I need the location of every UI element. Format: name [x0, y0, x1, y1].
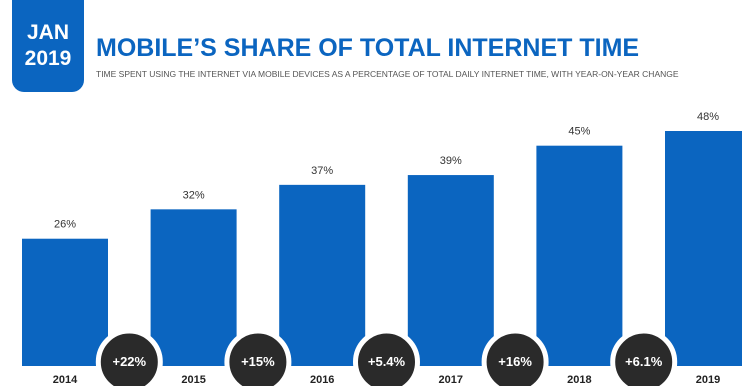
- change-layer: +22% +15% +5.4% +16% +6.1%: [95, 328, 678, 386]
- change-label-2: +15%: [241, 354, 275, 369]
- value-label-2018: 45%: [568, 126, 590, 138]
- change-label-4: +16%: [498, 354, 532, 369]
- year-label-2014: 2014: [53, 374, 78, 386]
- bar-2019: [665, 131, 742, 366]
- change-circle-2: [224, 328, 292, 386]
- date-badge: JAN 2019: [12, 0, 84, 92]
- date-month: JAN: [26, 21, 69, 44]
- year-label-2019: 2019: [696, 374, 720, 386]
- bar-2015: [150, 209, 237, 366]
- change-label-5: +6.1%: [625, 354, 663, 369]
- value-label-2019: 48%: [697, 111, 719, 123]
- change-circle-1: [95, 328, 163, 386]
- change-circle-4: [481, 328, 549, 386]
- labels-layer: 26% 32% 37% 39% 45% 48%: [54, 111, 719, 231]
- value-label-2014: 26%: [54, 219, 76, 231]
- bars-layer: [22, 131, 742, 366]
- change-label-3: +5.4%: [368, 354, 406, 369]
- change-circle-3: [353, 328, 420, 386]
- bar-2017: [407, 175, 494, 366]
- bar-2014: [22, 238, 108, 366]
- value-label-2016: 37%: [311, 165, 333, 177]
- year-label-2016: 2016: [310, 374, 334, 386]
- change-circle-5: [610, 328, 678, 386]
- chart-title: MOBILE’S SHARE OF TOTAL INTERNET TIME: [96, 34, 640, 62]
- value-label-2017: 39%: [440, 155, 462, 167]
- bar-2018: [536, 145, 623, 366]
- bar-2016: [279, 184, 366, 366]
- chart-subtitle: TIME SPENT USING THE INTERNET VIA MOBILE…: [96, 69, 679, 79]
- year-label-2018: 2018: [567, 374, 591, 386]
- year-label-2017: 2017: [439, 374, 463, 386]
- date-year: 2019: [24, 47, 72, 70]
- year-layer: 2014 2015 2016 2017 2018 2019: [53, 374, 720, 386]
- year-label-2015: 2015: [181, 374, 205, 386]
- change-label-1: +22%: [112, 354, 146, 369]
- value-label-2015: 32%: [183, 189, 205, 201]
